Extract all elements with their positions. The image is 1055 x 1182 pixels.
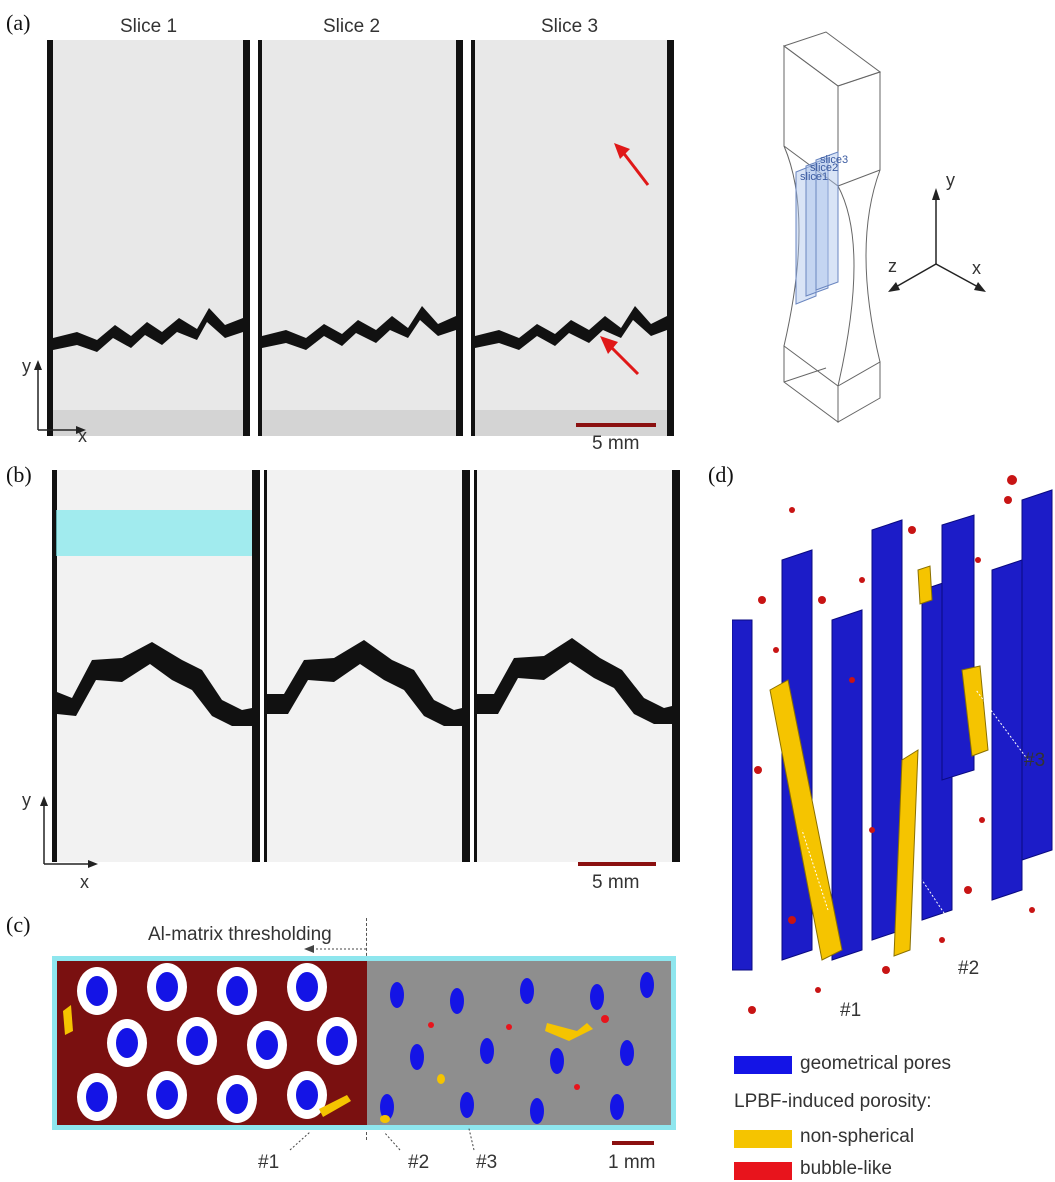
ct-slice-b3 xyxy=(474,470,680,862)
panel-c-leaders xyxy=(289,1128,475,1151)
axes-3d-y: y xyxy=(946,170,955,190)
scale-bar-c xyxy=(612,1141,654,1145)
marker-d-1: #1 xyxy=(840,1000,862,1021)
ct-slice-a2 xyxy=(258,40,463,436)
ct-slice-a2-image xyxy=(258,40,463,436)
marker-c-2: #2 xyxy=(408,1152,430,1173)
specimen-slice2-label: slice2 xyxy=(810,162,838,174)
panel-c-label: (c) xyxy=(6,912,31,937)
slice-3-title: Slice 3 xyxy=(541,16,599,37)
slice-1-title: Slice 1 xyxy=(120,16,178,37)
marker-c-1: #1 xyxy=(258,1152,280,1173)
panel-d-render xyxy=(732,475,1053,1014)
ct-slice-b2-image xyxy=(264,470,470,862)
scale-bar-b-label: 5 mm xyxy=(592,872,640,893)
scale-bar-a xyxy=(576,423,656,427)
axes-3d-x: x xyxy=(972,258,981,278)
marker-c-3: #3 xyxy=(476,1152,498,1173)
scale-bar-c-label: 1 mm xyxy=(608,1152,656,1173)
ct-slice-a3-image xyxy=(471,40,674,436)
panel-b-label: (b) xyxy=(6,462,32,487)
legend-bubble-label: bubble-like xyxy=(800,1158,892,1179)
ct-slice-a3 xyxy=(471,40,674,436)
axis-a-icon xyxy=(34,360,86,434)
legend-non-spherical-label: non-spherical xyxy=(800,1126,915,1147)
scale-bar-b xyxy=(578,862,656,866)
ct-slice-b3-image xyxy=(474,470,680,862)
marker-d-2: #2 xyxy=(958,958,980,979)
marker-d-3: #3 xyxy=(1024,750,1046,771)
ct-slice-a1 xyxy=(47,40,250,436)
scale-bar-a-label: 5 mm xyxy=(592,433,640,454)
legend-bubble-swatch xyxy=(734,1162,792,1180)
axis-b-y: y xyxy=(22,790,31,810)
specimen-diagram: slice1 slice2 slice3 xyxy=(782,31,882,423)
ct-slice-b2 xyxy=(264,470,470,862)
legend-geometrical-label: geometrical pores xyxy=(800,1053,952,1074)
axis-a-y: y xyxy=(22,356,31,376)
arrow-bottom xyxy=(600,336,640,376)
axes-3d-icon xyxy=(888,188,986,292)
axis-b-icon xyxy=(40,796,98,868)
arrow-top xyxy=(614,143,650,186)
legend-lpbf-title: LPBF-induced porosity: xyxy=(734,1091,932,1112)
ct-slice-b1-image xyxy=(52,470,260,862)
legend-geometrical-swatch xyxy=(734,1056,792,1074)
specimen-slice1-label: slice1 xyxy=(800,171,828,183)
slice-2-title: Slice 2 xyxy=(323,16,381,37)
threshold-label: Al-matrix thresholding xyxy=(148,924,332,945)
axis-b-x: x xyxy=(80,872,89,892)
ct-slice-b1 xyxy=(52,470,260,862)
panel-d-label: (d) xyxy=(708,462,734,487)
panel-c-image xyxy=(57,961,671,1125)
ct-slice-a1-image xyxy=(47,40,250,436)
axis-a-x: x xyxy=(78,426,87,446)
panel-c-frame xyxy=(52,956,676,1130)
axes-3d-z: z xyxy=(888,256,897,276)
specimen-slice3-label: slice3 xyxy=(820,154,848,166)
panel-a-label: (a) xyxy=(6,10,31,35)
legend-non-spherical-swatch xyxy=(734,1130,792,1148)
threshold-arrow-icon xyxy=(304,945,366,953)
